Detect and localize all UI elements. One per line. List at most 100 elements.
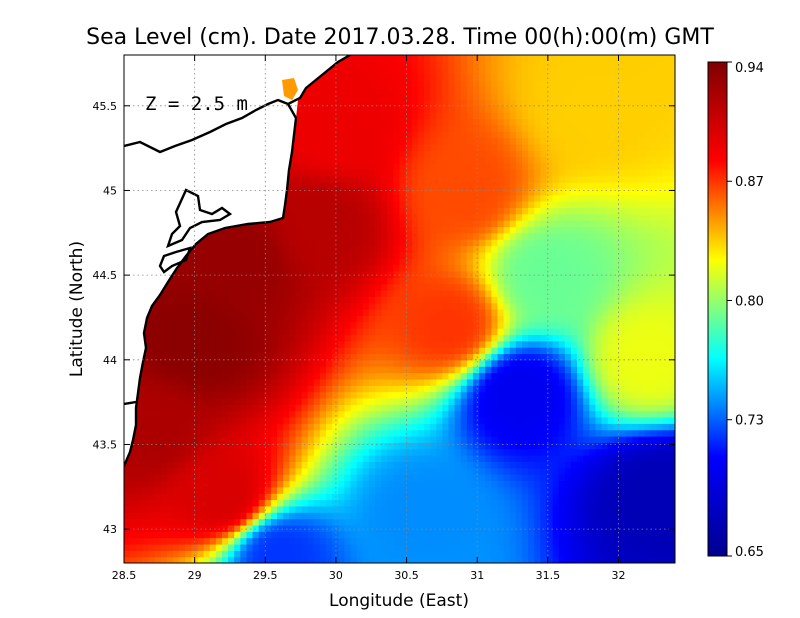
heatmap-cell xyxy=(301,442,309,450)
heatmap-cell xyxy=(154,423,162,431)
heatmap-cell xyxy=(326,531,333,539)
heatmap-cell xyxy=(454,416,462,424)
heatmap-cell xyxy=(301,461,309,469)
heatmap-cell xyxy=(399,455,407,462)
heatmap-cell xyxy=(338,455,345,462)
heatmap-cell xyxy=(442,493,450,501)
heatmap-cell xyxy=(521,213,529,221)
heatmap-cell xyxy=(448,251,456,259)
heatmap-cell xyxy=(638,321,645,329)
heatmap-cell xyxy=(515,258,523,266)
heatmap-cell xyxy=(589,213,597,221)
heatmap-cell xyxy=(332,455,339,462)
heatmap-cell xyxy=(350,524,358,532)
heatmap-cell xyxy=(362,347,370,355)
heatmap-cell xyxy=(466,537,474,545)
heatmap-cell xyxy=(430,289,437,297)
heatmap-cell xyxy=(142,505,150,513)
heatmap-cell xyxy=(252,391,260,399)
heatmap-cell xyxy=(215,283,223,291)
heatmap-cell xyxy=(350,461,358,469)
heatmap-cell xyxy=(662,410,670,418)
heatmap-cell xyxy=(656,436,664,443)
heatmap-cell xyxy=(393,416,401,424)
heatmap-cell xyxy=(528,315,535,323)
heatmap-cell xyxy=(399,302,407,310)
heatmap-cell xyxy=(313,486,321,494)
heatmap-cell xyxy=(130,455,137,462)
heatmap-cell xyxy=(283,505,290,513)
heatmap-cell xyxy=(381,359,388,367)
heatmap-cell xyxy=(246,461,254,469)
heatmap-cell xyxy=(344,486,352,494)
heatmap-cell xyxy=(626,347,633,355)
heatmap-cell xyxy=(540,480,548,488)
heatmap-cell xyxy=(430,359,437,367)
heatmap-cell xyxy=(234,258,241,266)
heatmap-cell xyxy=(387,467,394,475)
heatmap-cell xyxy=(166,455,174,462)
heatmap-cell xyxy=(326,270,333,278)
heatmap-cell xyxy=(448,220,456,228)
heatmap-cell xyxy=(228,423,235,431)
heatmap-cell xyxy=(203,429,211,437)
heatmap-cell xyxy=(246,378,254,386)
heatmap-cell xyxy=(479,524,486,532)
heatmap-cell xyxy=(344,283,352,291)
heatmap-cell xyxy=(405,397,413,405)
heatmap-cell xyxy=(270,270,278,278)
heatmap-cell xyxy=(215,309,223,316)
heatmap-cell xyxy=(234,270,241,278)
heatmap-cell xyxy=(558,277,566,285)
heatmap-cell xyxy=(289,537,297,545)
heatmap-cell xyxy=(423,251,431,259)
heatmap-cell xyxy=(264,289,272,297)
heatmap-cell xyxy=(215,556,223,563)
heatmap-cell xyxy=(228,397,235,405)
heatmap-cell xyxy=(301,213,309,221)
heatmap-cell xyxy=(546,531,554,539)
heatmap-cell xyxy=(166,543,174,551)
heatmap-cell xyxy=(515,448,523,456)
heatmap-cell xyxy=(215,321,223,329)
heatmap-cell xyxy=(160,372,168,380)
heatmap-cell xyxy=(381,302,388,310)
heatmap-cell xyxy=(411,334,419,342)
heatmap-cell xyxy=(417,359,425,367)
heatmap-cell xyxy=(564,512,572,520)
heatmap-cell xyxy=(356,518,364,526)
heatmap-cell xyxy=(638,270,645,278)
heatmap-cell xyxy=(423,277,431,285)
heatmap-cell xyxy=(332,448,339,456)
heatmap-cell xyxy=(491,213,499,221)
heatmap-cell xyxy=(479,467,486,475)
heatmap-cell xyxy=(191,302,199,310)
heatmap-cell xyxy=(436,537,443,545)
heatmap-cell xyxy=(381,442,388,450)
heatmap-cell xyxy=(564,302,572,310)
heatmap-cell xyxy=(387,531,394,539)
heatmap-cell xyxy=(454,410,462,418)
heatmap-cell xyxy=(668,423,675,431)
heatmap-cell xyxy=(546,480,554,488)
heatmap-cell xyxy=(497,366,505,374)
heatmap-cell xyxy=(270,543,278,551)
heatmap-cell xyxy=(466,461,474,469)
heatmap-cell xyxy=(601,315,609,323)
heatmap-cell xyxy=(521,277,529,285)
heatmap-cell xyxy=(209,245,217,253)
heatmap-cell xyxy=(301,270,309,278)
heatmap-cell xyxy=(497,296,505,304)
heatmap-cell xyxy=(583,378,590,386)
heatmap-cell xyxy=(289,543,297,551)
heatmap-cell xyxy=(528,334,535,342)
heatmap-cell xyxy=(503,480,511,488)
heatmap-cell xyxy=(619,505,627,513)
heatmap-cell xyxy=(185,397,192,405)
heatmap-cell xyxy=(228,328,235,335)
heatmap-cell xyxy=(613,391,621,399)
heatmap-cell xyxy=(528,423,535,431)
heatmap-cell xyxy=(375,442,382,450)
heatmap-cell xyxy=(460,556,468,563)
heatmap-cell xyxy=(552,220,560,228)
